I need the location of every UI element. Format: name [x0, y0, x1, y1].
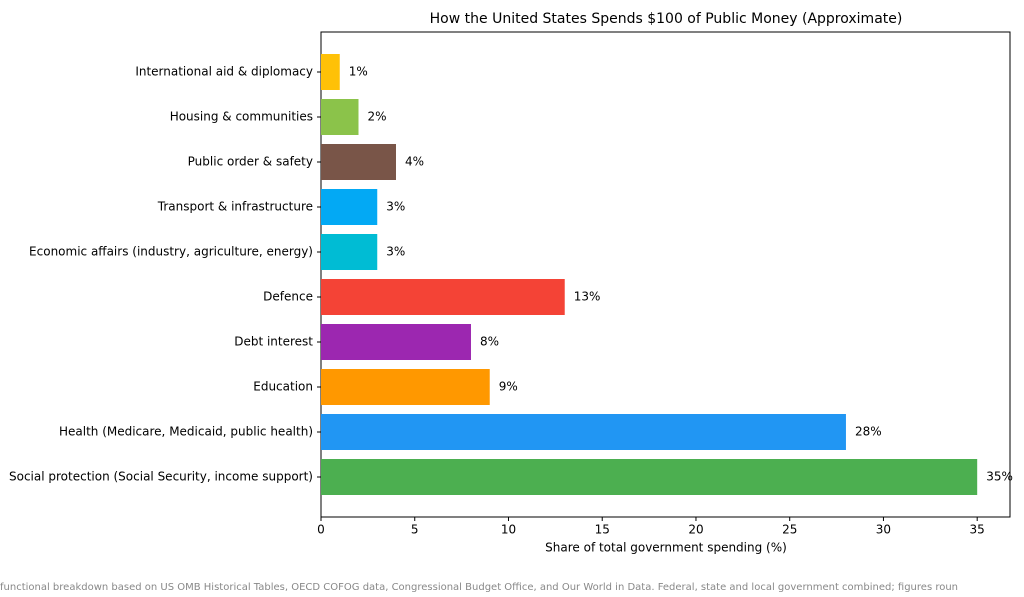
x-tick-label: 35 — [970, 523, 985, 537]
value-label: 3% — [386, 200, 405, 214]
value-label: 1% — [349, 65, 368, 79]
y-tick-label: Education — [253, 380, 313, 394]
y-tick-label: Social protection (Social Security, inco… — [9, 470, 313, 484]
y-tick-label: Public order & safety — [188, 155, 313, 169]
bar — [321, 279, 565, 315]
y-tick-label: Economic affairs (industry, agriculture,… — [29, 245, 313, 259]
y-tick-label: Defence — [263, 290, 313, 304]
bar — [321, 234, 378, 270]
bar — [321, 324, 471, 360]
y-tick-label: Health (Medicare, Medicaid, public healt… — [59, 425, 313, 439]
chart-title: How the United States Spends $100 of Pub… — [430, 11, 903, 27]
y-tick-label: Debt interest — [234, 335, 313, 349]
y-tick-label: International aid & diplomacy — [135, 65, 313, 79]
value-label: 3% — [386, 245, 405, 259]
value-label: 9% — [499, 380, 518, 394]
value-label: 13% — [574, 290, 601, 304]
x-tick-label: 5 — [411, 523, 419, 537]
value-label: 4% — [405, 155, 424, 169]
x-tick-label: 30 — [876, 523, 891, 537]
bar — [321, 189, 378, 225]
y-tick-label: Housing & communities — [170, 110, 313, 124]
x-tick-label: 0 — [317, 523, 325, 537]
x-axis-label: Share of total government spending (%) — [545, 541, 787, 555]
bar — [321, 99, 359, 135]
bar — [321, 459, 978, 495]
value-label: 28% — [855, 425, 882, 439]
bar — [321, 144, 396, 180]
bar — [321, 369, 490, 405]
value-label: 2% — [367, 110, 386, 124]
value-label: 35% — [986, 470, 1013, 484]
plot-frame — [320, 31, 1011, 518]
bar — [321, 54, 340, 90]
bar — [321, 414, 846, 450]
value-label: 8% — [480, 335, 499, 349]
x-tick-label: 20 — [688, 523, 703, 537]
footnote: functional breakdown based on US OMB His… — [0, 582, 958, 593]
x-tick-label: 25 — [782, 523, 797, 537]
x-tick-label: 15 — [595, 523, 610, 537]
y-tick-label: Transport & infrastructure — [157, 200, 313, 214]
x-tick-label: 10 — [501, 523, 516, 537]
